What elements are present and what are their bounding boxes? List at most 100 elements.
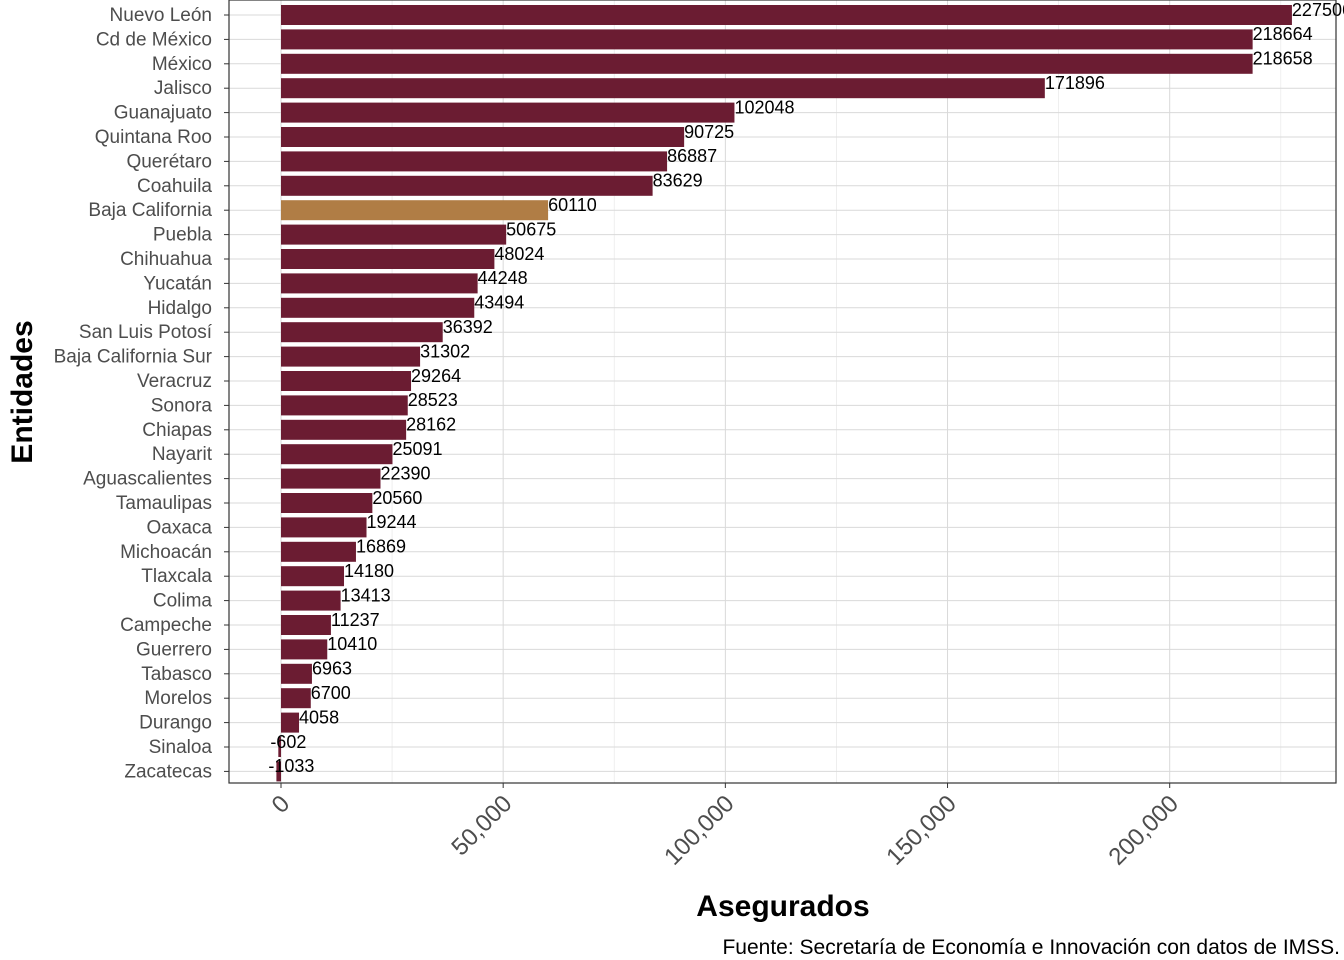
bar-value-label: 6963 [312,659,352,679]
bar-value-label: 31302 [420,341,470,361]
y-tick-label: Jalisco [154,78,212,99]
x-tick-label: 200,000 [1103,790,1183,870]
y-tick-label: Cd de México [96,29,212,50]
bar [281,53,1253,74]
bar [281,346,421,367]
bar-value-label: 48024 [494,244,544,264]
y-tick-label: Chiapas [142,420,212,441]
y-tick-label: Durango [139,713,212,734]
y-tick-label: Nuevo León [110,5,212,26]
bar-value-label: 19244 [367,512,417,532]
chart-caption: Fuente: Secretaría de Economía e Innovac… [722,936,1340,959]
bar [281,29,1253,50]
bar-value-label: 29264 [411,366,461,386]
y-axis-title: Entidades [6,320,39,463]
y-tick-label: Nayarit [152,444,213,465]
bar [281,663,312,684]
bar-value-label: 13413 [341,585,391,605]
y-tick-label: Yucatán [143,273,212,294]
y-tick-label: San Luis Potosí [79,322,213,343]
y-tick-label: Querétaro [126,151,212,172]
bar [281,688,311,709]
y-tick-label: Quintana Roo [95,127,212,148]
y-tick-label: Tabasco [141,664,212,685]
bar-value-label: 227506 [1292,0,1344,20]
bar-value-label: 28162 [406,415,456,435]
bar-value-label: 50675 [506,219,556,239]
bar [281,395,408,416]
bar [281,273,478,294]
y-tick-label: Colima [153,591,213,612]
bar-value-label: 43494 [474,293,524,313]
bar-value-label: 83629 [653,171,703,191]
bar-value-label: 25091 [392,439,442,459]
bar [281,322,443,343]
bar [281,371,412,391]
bar-value-label: 44248 [478,268,528,288]
bar [278,737,281,757]
bar-value-label: 60110 [548,195,597,215]
bar [281,5,1292,25]
y-tick-label: Morelos [144,688,212,709]
bar-value-label: 86887 [667,146,717,166]
bar [281,200,549,221]
x-tick-label: 50,000 [446,790,517,861]
bar [281,468,381,489]
bar-value-label: 28523 [408,390,458,410]
plot-panel-border [228,0,1337,784]
y-tick-label: Tlaxcala [141,566,212,587]
bar-value-label: 90725 [684,122,734,142]
y-tick-label: Guanajuato [114,103,212,124]
bar [281,224,507,245]
y-tick-label: Tamaulipas [116,493,212,514]
bar-value-label: 22390 [380,463,430,483]
bar-value-label: 218664 [1253,24,1313,44]
bar [281,566,345,587]
bar [281,590,341,611]
bar [281,249,495,269]
bar [281,493,373,513]
x-tick-label: 150,000 [881,790,961,870]
bar [281,297,475,318]
bar [281,102,735,123]
bar-value-label: -602 [270,732,306,752]
y-tick-label: México [152,54,212,75]
bar-value-label: 6700 [311,683,351,703]
bar [281,615,331,635]
y-tick-label: Sonora [151,395,213,416]
x-tick-label: 0 [267,790,296,819]
y-tick-label: Chihuahua [120,249,212,270]
bar-value-label: 36392 [443,317,493,337]
y-tick-label: Hidalgo [148,298,212,319]
y-tick-label: Aguascalientes [83,469,212,490]
bar-value-label: 10410 [327,634,377,654]
y-tick-label: Veracruz [137,371,212,392]
bar [281,639,328,660]
bar-value-label: 102048 [734,97,794,117]
bar [281,712,300,733]
bar-value-label: 4058 [299,707,339,727]
bar-value-label: 11237 [331,610,380,630]
y-tick-label: Sinaloa [149,737,213,758]
y-tick-label: Puebla [153,225,213,246]
bar [281,444,393,465]
bar [281,175,653,196]
bar [281,78,1045,99]
y-tick-label: Campeche [120,615,212,636]
y-tick-label: Baja California Sur [54,347,213,368]
x-tick-label: 100,000 [659,790,739,870]
bar [276,761,281,782]
y-tick-label: Baja California [88,200,212,221]
bar [281,517,367,538]
y-tick-label: Guerrero [136,639,212,660]
bar-value-label: 20560 [372,488,422,508]
bar [281,419,407,440]
bar [281,151,668,172]
y-tick-label: Coahuila [137,176,212,197]
bar [281,127,685,147]
x-axis-title: Asegurados [696,890,869,923]
y-tick-label: Zacatecas [124,761,212,782]
bar-value-label: 171896 [1045,73,1105,93]
